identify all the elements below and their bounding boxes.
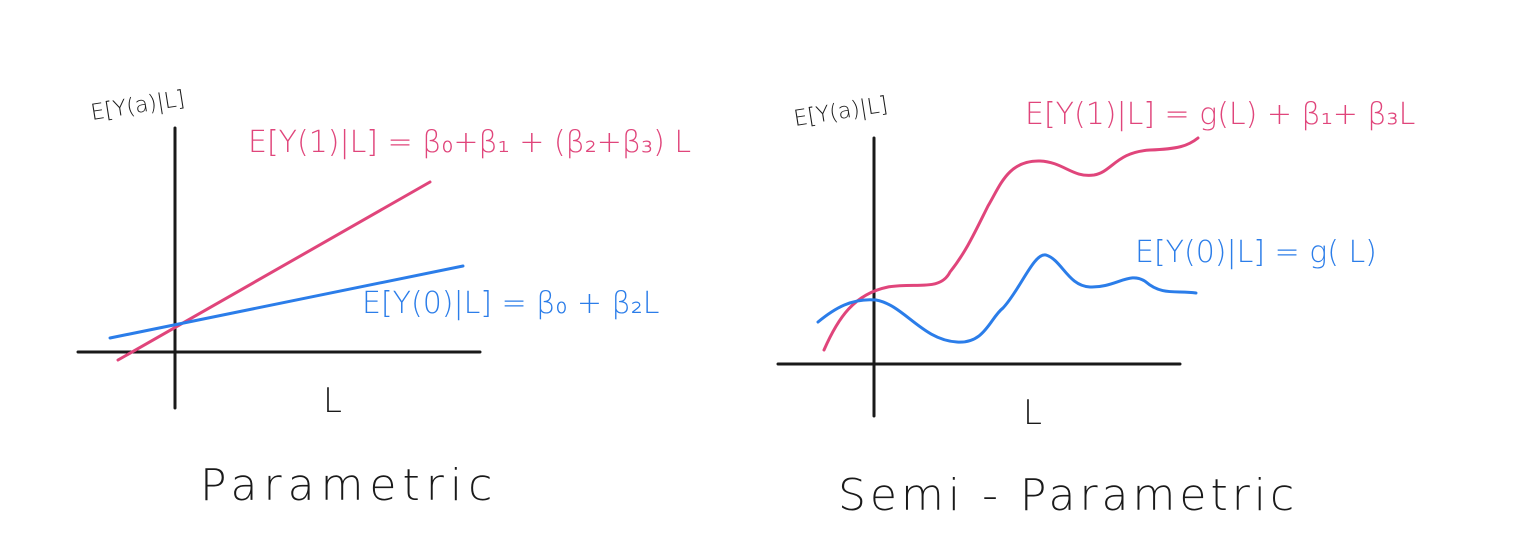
parametric-control-label: E[Y(0)|L] = β₀ + β₂L xyxy=(362,286,659,321)
semi-parametric-treated-label: E[Y(1)|L] = g(L) + β₁+ β₃L xyxy=(1025,97,1415,132)
semi-parametric-control-curve xyxy=(816,253,1198,344)
semi-parametric-y-axis-label: E[Y(a)|L] xyxy=(792,92,890,132)
parametric-x-axis-label: L xyxy=(323,381,342,421)
semi-parametric-title: Semi - Parametric xyxy=(838,470,1298,521)
parametric-treated-label: E[Y(1)|L] = β₀+β₁ + (β₂+β₃) L xyxy=(248,125,691,160)
parametric-y-axis-label: E[Y(a)|L] xyxy=(89,86,187,126)
parametric-control-line xyxy=(108,264,465,340)
parametric-title: Parametric xyxy=(200,460,498,511)
semi-parametric-treated-curve xyxy=(822,136,1200,352)
parametric-treated-line xyxy=(116,180,432,362)
parametric-panel: E[Y(a)|L] E[Y(1)|L] = β₀+β₁ + (β₂+β₃) L … xyxy=(76,86,691,511)
semi-parametric-panel: E[Y(a)|L] E[Y(1)|L] = g(L) + β₁+ β₃L E[Y… xyxy=(776,92,1415,521)
semi-parametric-control-label: E[Y(0)|L] = g( L) xyxy=(1135,235,1377,270)
semi-parametric-x-axis-label: L xyxy=(1023,393,1042,433)
